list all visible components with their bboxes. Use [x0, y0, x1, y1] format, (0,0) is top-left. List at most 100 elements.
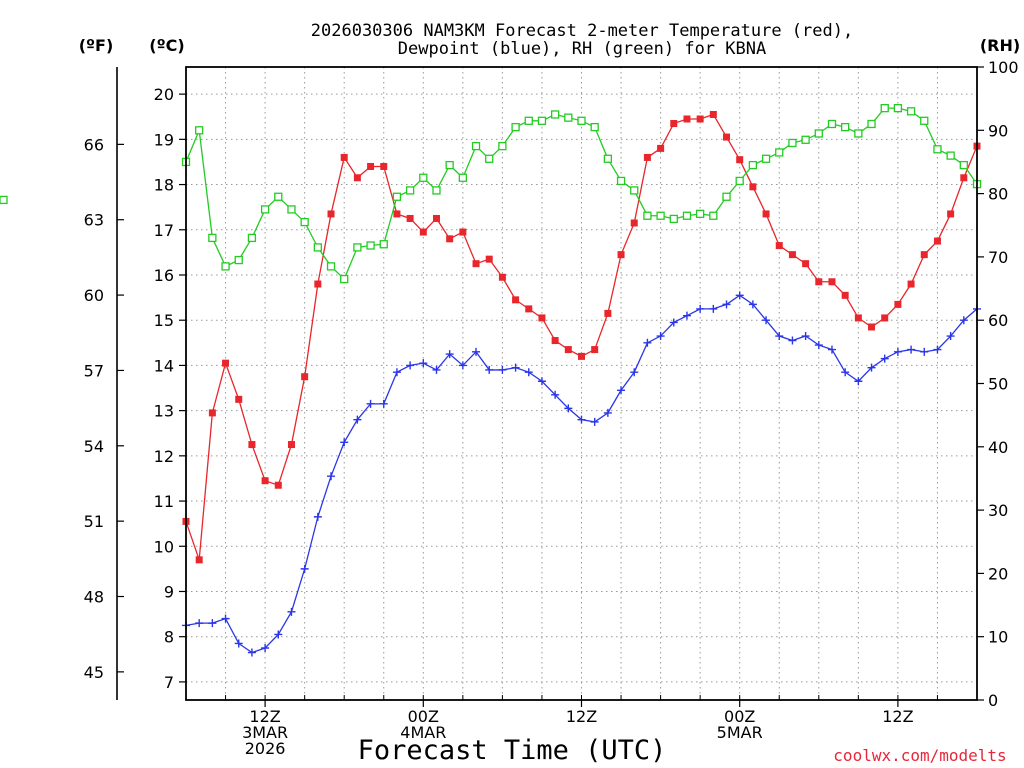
temperature-marker — [274, 481, 282, 489]
rh-marker — [260, 205, 270, 214]
temperature-marker — [868, 323, 876, 331]
series-layer — [0, 103, 982, 657]
temperature-marker — [788, 251, 796, 259]
temperature-marker — [222, 359, 230, 367]
dewpoint-marker — [630, 368, 639, 377]
dewpoint-marker — [946, 332, 955, 341]
dewpoint-marker — [880, 354, 889, 363]
rh-marker — [603, 154, 613, 163]
celsius-tick-label: 8 — [164, 628, 174, 647]
rh-marker — [920, 116, 929, 125]
temperature-marker — [353, 174, 361, 182]
temperature-marker — [380, 162, 388, 170]
dewpoint-marker — [617, 386, 626, 395]
series-dewpoint — [182, 291, 981, 657]
dewpoint-marker — [221, 614, 230, 623]
rh-tick-label: 0 — [988, 691, 998, 710]
rh-tick-label: 80 — [988, 185, 1008, 204]
dewpoint-marker — [327, 472, 336, 481]
rh-marker — [419, 173, 428, 182]
temperature-marker — [525, 305, 533, 313]
rh-marker — [564, 113, 573, 122]
temperature-marker — [551, 337, 559, 345]
temperature-marker — [723, 133, 731, 141]
axes: 7 8 9 10 11 12 13 14 15 16 17 18 19 20 45 48 51 54 57 60 63 6… — [84, 58, 1019, 758]
dewpoint-marker — [458, 361, 467, 370]
unit-label-fahrenheit: (ºF) — [79, 36, 114, 55]
celsius-tick-label: 10 — [154, 537, 174, 556]
temperature-marker — [340, 153, 348, 161]
dewpoint-marker — [247, 648, 256, 657]
dewpoint-marker — [841, 368, 850, 377]
x-axis-label: Forecast Time (UTC) — [358, 735, 667, 766]
rh-marker — [748, 160, 758, 170]
temperature-marker — [815, 278, 823, 286]
fahrenheit-tick-label: 51 — [84, 512, 104, 531]
dewpoint-marker — [274, 630, 283, 639]
temperature-marker — [696, 115, 704, 123]
rh-marker — [616, 176, 626, 186]
temperature-marker — [775, 242, 783, 250]
temperature-marker — [617, 251, 625, 259]
rh-marker — [590, 122, 599, 132]
dewpoint-marker — [551, 390, 560, 399]
rh-marker — [880, 103, 889, 113]
temperature-marker — [314, 280, 322, 288]
dewpoint-marker — [735, 291, 744, 300]
rh-marker — [722, 192, 731, 201]
rh-marker — [669, 214, 678, 224]
dewpoint-marker — [709, 304, 718, 313]
fahrenheit-tick-label: 57 — [84, 361, 104, 380]
dewpoint-marker — [893, 347, 902, 356]
rh-marker — [827, 119, 837, 129]
rh-tick-label: 60 — [988, 311, 1008, 330]
dewpoint-marker — [261, 644, 270, 653]
dewpoint-marker — [208, 619, 217, 628]
rh-marker — [353, 243, 362, 252]
rh-marker — [630, 186, 639, 195]
rh-tick-label: 30 — [988, 501, 1008, 520]
fahrenheit-tick-label: 54 — [84, 437, 104, 456]
rh-tick-label: 10 — [988, 628, 1008, 647]
x-tick-label: 00Z — [724, 707, 755, 726]
rh-tick-label: 90 — [988, 121, 1008, 140]
dewpoint-marker — [696, 304, 705, 313]
x-tick-label: 4MAR — [400, 723, 446, 742]
x-tick-label: 12Z — [249, 707, 280, 726]
rh-marker — [577, 116, 586, 125]
dewpoint-marker — [814, 341, 823, 350]
celsius-tick-label: 14 — [154, 356, 174, 375]
temperature-marker — [195, 556, 203, 564]
credit-text: coolwx.com/modelts — [833, 746, 1006, 765]
dewpoint-marker — [498, 365, 507, 374]
x-tick-label: 2026 — [245, 739, 286, 758]
rh-marker — [656, 211, 665, 220]
celsius-tick-label: 18 — [154, 176, 174, 195]
dewpoint-marker — [511, 363, 520, 372]
rh-marker — [761, 154, 771, 163]
dewpoint-marker — [406, 361, 415, 370]
rh-tick-label: 20 — [988, 564, 1008, 583]
celsius-tick-label: 12 — [154, 447, 174, 466]
fahrenheit-tick-label: 45 — [84, 663, 104, 682]
rh-marker — [392, 192, 402, 201]
dewpoint-marker — [920, 347, 929, 356]
rh-marker — [208, 233, 217, 243]
rh-tick-label: 40 — [988, 438, 1008, 457]
rh-marker — [841, 122, 850, 132]
temperature-marker — [261, 477, 269, 485]
rh-tick-label: 70 — [988, 248, 1008, 267]
rh-marker — [340, 274, 349, 284]
rh-marker — [458, 173, 468, 182]
dewpoint-marker — [801, 332, 810, 341]
rh-marker — [933, 145, 942, 154]
rh-tick-label: 100 — [988, 58, 1019, 77]
x-tick-label: 12Z — [882, 707, 913, 726]
temperature-marker — [762, 210, 770, 218]
rh-marker — [946, 151, 955, 160]
rh-marker — [471, 141, 481, 151]
rh-marker — [379, 240, 388, 249]
x-tick-label: 12Z — [566, 707, 597, 726]
temperature-marker — [367, 162, 375, 170]
temperature-marker — [894, 300, 902, 308]
